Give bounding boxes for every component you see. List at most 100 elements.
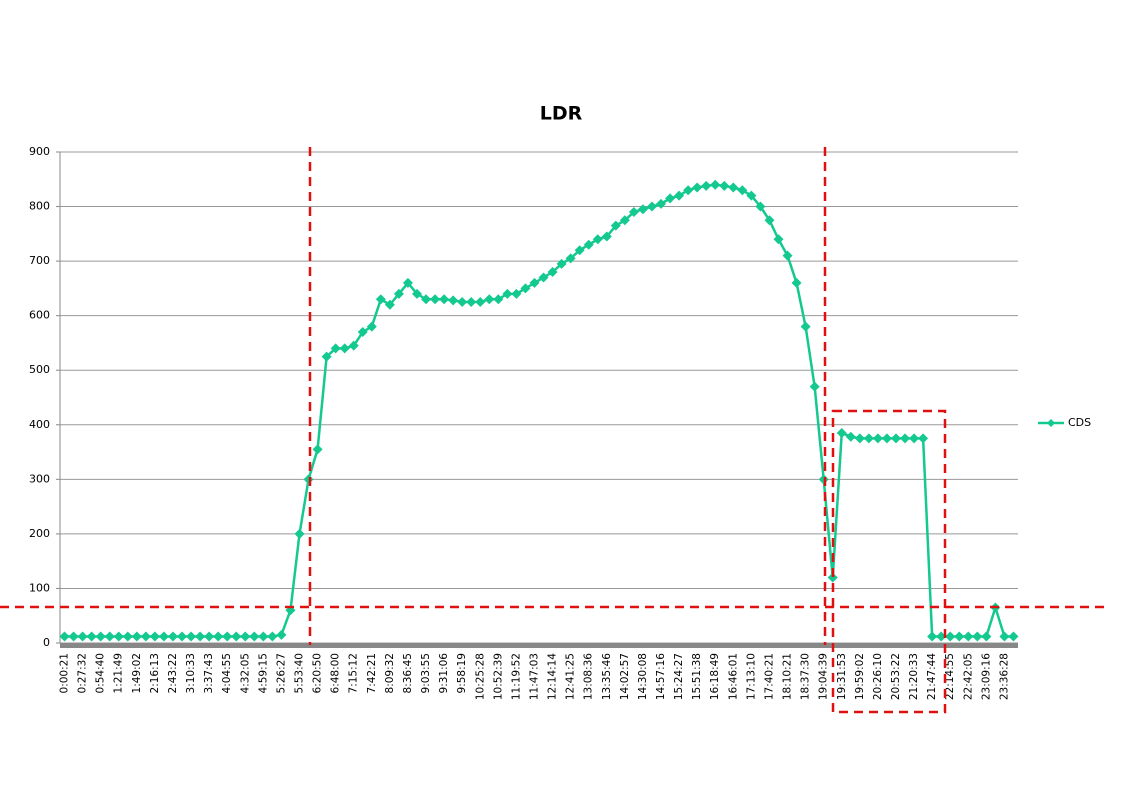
legend-swatch [1047, 419, 1055, 427]
x-tick-label: 2:16:13 [149, 653, 161, 693]
y-tick-label: 500 [29, 363, 50, 376]
data-point [809, 381, 820, 392]
x-tick-label: 10:25:28 [474, 653, 486, 700]
data-point [375, 294, 386, 305]
data-point [656, 198, 667, 209]
x-tick-label: 4:32:05 [239, 653, 251, 693]
data-point [890, 433, 901, 444]
data-point [294, 528, 305, 539]
data-point [77, 631, 88, 642]
data-point [276, 629, 287, 640]
x-tick-label: 20:26:10 [872, 653, 884, 700]
data-point [59, 631, 70, 642]
y-tick-label: 700 [29, 254, 50, 267]
x-tick-label: 6:20:50 [312, 653, 324, 693]
data-point [457, 297, 468, 308]
data-point [366, 321, 377, 332]
data-point [674, 190, 685, 201]
x-tick-label: 21:20:33 [908, 653, 920, 700]
x-tick-label: 9:58:19 [456, 653, 468, 693]
data-point [312, 444, 323, 455]
x-tick-label: 17:13:10 [745, 653, 757, 700]
x-tick-label: 16:18:49 [709, 653, 721, 700]
data-point [800, 321, 811, 332]
data-point [900, 433, 911, 444]
data-point [701, 180, 712, 191]
data-point [927, 631, 938, 642]
x-tick-label: 5:53:40 [294, 653, 306, 693]
data-point [646, 201, 657, 212]
x-tick-label: 16:46:01 [727, 653, 739, 700]
data-point [339, 343, 350, 354]
data-point [764, 215, 775, 226]
data-point [303, 474, 314, 485]
data-point [384, 299, 395, 310]
x-tick-label: 14:30:08 [637, 653, 649, 700]
data-point [158, 631, 169, 642]
data-point [728, 182, 739, 193]
x-tick-label: 14:02:57 [619, 653, 631, 700]
data-point [909, 433, 920, 444]
data-point [881, 433, 892, 444]
data-point [583, 239, 594, 250]
data-point [475, 297, 486, 308]
x-tick-label: 7:15:12 [348, 653, 360, 693]
data-point [863, 433, 874, 444]
data-point [104, 631, 115, 642]
x-tick-label: 9:31:06 [438, 653, 450, 694]
y-tick-label: 200 [29, 527, 50, 540]
data-point [68, 631, 79, 642]
data-point [872, 433, 883, 444]
data-point [222, 631, 233, 642]
data-point [628, 207, 639, 218]
data-point [357, 327, 368, 338]
x-tick-label: 17:40:21 [763, 653, 775, 700]
data-point [954, 631, 965, 642]
data-point [529, 277, 540, 288]
data-point [818, 474, 829, 485]
data-point [665, 193, 676, 204]
x-tick-label: 23:36:28 [998, 653, 1010, 700]
y-tick-label: 300 [29, 472, 50, 485]
x-tick-label: 9:03:55 [420, 653, 432, 693]
x-tick-label: 10:52:39 [492, 653, 504, 700]
data-point [773, 234, 784, 245]
x-tick-label: 13:08:36 [583, 653, 595, 700]
data-point [845, 431, 856, 442]
data-point [321, 351, 332, 362]
data-point [122, 631, 133, 642]
data-point [981, 631, 992, 642]
data-point [601, 231, 612, 242]
x-tick-label: 6:48:00 [330, 653, 342, 693]
y-tick-label: 900 [29, 145, 50, 158]
data-point [918, 433, 929, 444]
data-point [86, 631, 97, 642]
data-point [177, 631, 188, 642]
chart-title: LDR [540, 103, 583, 125]
x-tick-label: 8:09:32 [384, 653, 396, 693]
x-axis [60, 643, 1018, 648]
x-tick-label: 13:35:46 [601, 653, 613, 700]
data-point [402, 277, 413, 288]
x-tick-label: 0:27:32 [77, 653, 89, 693]
data-point [149, 631, 160, 642]
x-tick-label: 7:42:21 [366, 653, 378, 693]
x-tick-label: 0:54:40 [95, 653, 107, 693]
data-point [827, 572, 838, 583]
data-point [547, 267, 558, 278]
data-point [113, 631, 124, 642]
data-point [167, 631, 178, 642]
data-point [719, 180, 730, 191]
data-point [511, 288, 522, 299]
data-point [1008, 631, 1019, 642]
data-point [330, 343, 341, 354]
data-point [502, 288, 513, 299]
x-tick-label: 20:53:22 [890, 653, 902, 700]
x-tick-label: 5:26:27 [275, 653, 287, 693]
data-point [95, 631, 106, 642]
legend-label: CDS [1068, 416, 1091, 429]
x-tick-label: 19:04:39 [818, 653, 830, 700]
x-tick-label: 21:47:44 [926, 653, 938, 700]
data-point [186, 631, 197, 642]
data-point [448, 295, 459, 306]
